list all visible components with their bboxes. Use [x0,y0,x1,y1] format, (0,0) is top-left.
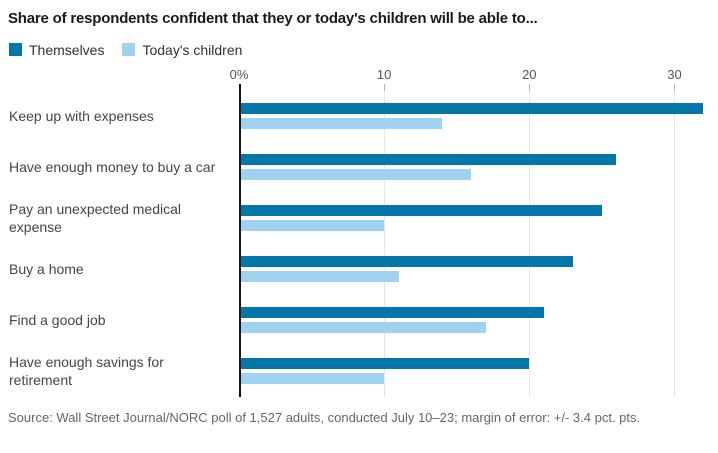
bar-todays-children [239,270,399,282]
gridline [529,90,531,397]
bar-themselves [239,204,602,216]
legend-swatch-themselves [9,43,22,56]
chart-title: Share of respondents confident that they… [8,10,538,27]
legend: Themselves Today's children [9,42,710,58]
x-tick-label: 30 [667,66,682,82]
bar-todays-children [239,168,472,180]
bar-row: Buy a home [9,244,718,295]
legend-item-todays-children: Today's children [122,42,242,58]
bar-themselves [239,153,617,165]
x-tick-label: 20 [522,66,537,82]
bar-chart: 0% 10 20 30 Keep up with expenses Have enoug… [0,67,718,397]
category-label: Pay an unexpected medical expense [9,200,181,235]
source-note: Source: Wall Street Journal/NORC poll of… [8,409,641,425]
category-label: Keep up with expenses [9,107,154,124]
category-label: Have enough savings for retirement [9,353,164,388]
x-axis-ticks [239,83,718,91]
category-label: Buy a home [9,260,84,277]
x-axis-labels: 0% 10 20 30 [230,66,718,84]
bar-themselves [239,357,530,369]
legend-label-todays-children: Today's children [142,41,243,58]
category-label: Have enough money to buy a car [9,158,216,175]
plot-area: Keep up with expenses Have enough money t… [9,83,718,397]
legend-swatch-todays-children [122,43,136,56]
bar-row: Pay an unexpected medical expense [9,193,718,244]
bar-todays-children [239,219,385,231]
gridline [674,90,676,397]
bar-row: Find a good job [9,295,718,346]
bar-todays-children [239,321,486,333]
bar-row: Keep up with expenses [9,91,718,142]
category-label: Find a good job [9,311,106,328]
x-tick-label: 10 [376,66,392,82]
bar-themselves [239,255,573,267]
x-tick-mark [529,83,531,91]
gridline [384,90,386,397]
bar-themselves [239,102,704,114]
bar-themselves [239,306,544,318]
x-tick-mark [384,83,386,91]
bar-todays-children [239,372,385,384]
bar-row: Have enough money to buy a car [9,142,718,193]
wsj-confidence-chart: Share of respondents confident that they… [0,9,718,453]
x-tick-label: 0% [229,66,249,82]
bar-todays-children [239,117,443,129]
x-tick-mark [674,83,676,91]
legend-label-themselves: Themselves [29,41,105,58]
bar-row: Have enough savings for retirement [9,346,718,397]
zero-axis-line [239,83,241,397]
legend-item-themselves: Themselves [9,42,104,58]
